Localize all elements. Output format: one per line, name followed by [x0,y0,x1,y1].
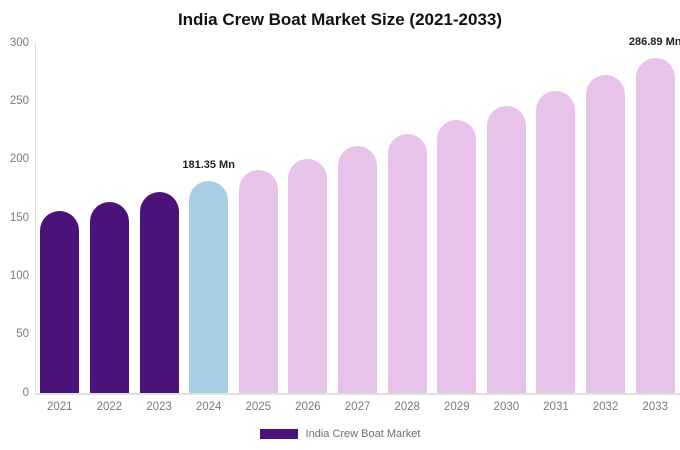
x-tick-label: 2025 [245,401,272,413]
legend: India Crew Boat Market [0,426,680,442]
y-tick-label: 300 [9,36,29,49]
y-tick-label: 200 [9,153,29,166]
bar-2032 [586,74,626,393]
chart-title: India Crew Boat Market Size (2021-2033) [177,10,503,29]
value-label-2024: 181.35 Mn [182,159,235,172]
y-tick-label: 150 [9,211,29,224]
legend-swatch [259,429,298,439]
x-tick-label: 2027 [344,401,371,413]
bar-2023 [139,191,179,393]
bar-2028 [387,133,427,393]
y-tick-label: 100 [9,269,29,282]
legend-label: India Crew Boat Market [305,428,421,440]
x-tick-label: 2030 [493,401,520,413]
x-tick-label: 2032 [592,401,619,413]
bar-2031 [536,90,576,393]
x-tick-label: 2023 [146,401,172,413]
value-label-2033: 286.89 Mn [628,36,680,49]
bar-2027 [338,146,377,393]
bar-2029 [437,120,477,393]
x-tick-label: 2021 [47,401,73,413]
x-tick-label: 2028 [394,401,420,413]
x-tick-label: 2026 [295,401,321,413]
bar-2021 [40,211,80,393]
bar-2026 [288,158,328,393]
x-tick-label: 2022 [96,401,123,413]
x-tick-label: 2024 [195,401,222,413]
x-tick-label: 2033 [642,401,668,413]
x-axis-line [35,393,680,395]
bar-2033 [635,58,675,393]
bar-2030 [486,105,526,393]
bar-2022 [89,201,129,393]
y-tick-label: 0 [22,386,29,399]
x-tick-label: 2029 [443,401,470,413]
y-tick-label: 50 [16,328,29,341]
bar-2025 [238,170,278,393]
bar-2024 [189,181,229,393]
x-tick-label: 2031 [543,401,569,413]
y-axis-line [35,43,36,394]
y-tick-label: 250 [9,94,29,107]
